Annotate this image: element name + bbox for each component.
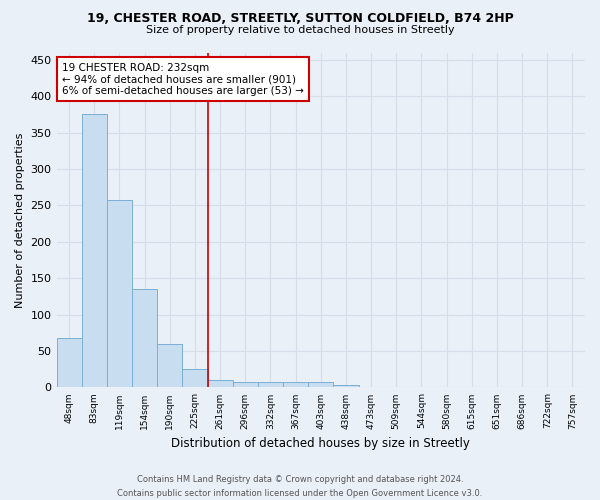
Bar (182, 369, 208, 388)
Y-axis label: Number of detached properties: Number of detached properties (15, 132, 25, 308)
Bar (132, 289, 157, 388)
Text: 19 CHESTER ROAD: 232sqm
← 94% of detached houses are smaller (901)
6% of semi-de: 19 CHESTER ROAD: 232sqm ← 94% of detache… (62, 62, 304, 96)
Bar (157, 344, 182, 388)
Bar (258, 382, 283, 388)
Bar (334, 385, 359, 388)
Bar (56, 338, 82, 388)
Text: 19, CHESTER ROAD, STREETLY, SUTTON COLDFIELD, B74 2HP: 19, CHESTER ROAD, STREETLY, SUTTON COLDF… (86, 12, 514, 26)
Bar (308, 382, 334, 388)
Text: Size of property relative to detached houses in Streetly: Size of property relative to detached ho… (146, 25, 454, 35)
Bar (233, 382, 258, 388)
Bar (283, 382, 308, 388)
Bar (459, 386, 484, 388)
Text: Contains HM Land Registry data © Crown copyright and database right 2024.
Contai: Contains HM Land Registry data © Crown c… (118, 476, 482, 498)
X-axis label: Distribution of detached houses by size in Streetly: Distribution of detached houses by size … (172, 437, 470, 450)
Bar (560, 386, 585, 388)
Bar (107, 200, 132, 388)
Bar (82, 114, 107, 388)
Bar (208, 380, 233, 388)
